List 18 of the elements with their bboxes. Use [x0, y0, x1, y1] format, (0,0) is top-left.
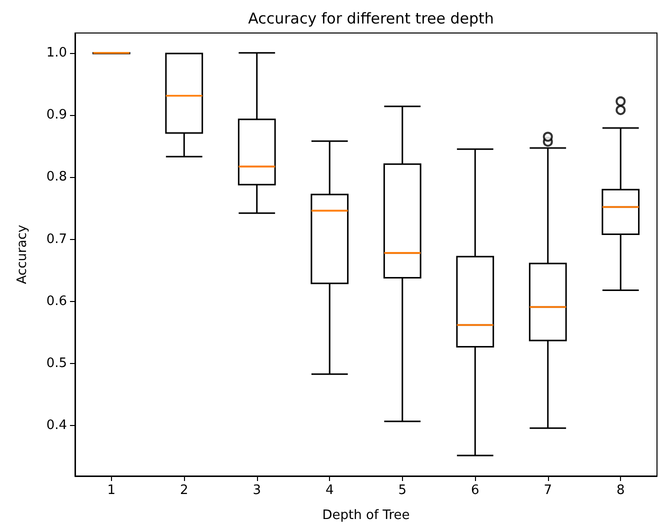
- x-tick-label: 3: [252, 483, 262, 498]
- y-axis-title: Accuracy: [15, 224, 30, 284]
- x-tick-label: 7: [544, 483, 552, 498]
- y-tick-label: 1.0: [46, 45, 67, 60]
- x-axis-title: Depth of Tree: [322, 508, 410, 523]
- x-tick-label: 1: [107, 483, 116, 498]
- x-tick-label: 4: [325, 483, 334, 498]
- x-tick-label: 5: [398, 483, 407, 498]
- chart-title: Accuracy for different tree depth: [248, 10, 494, 28]
- y-tick-label: 0.4: [46, 418, 67, 434]
- y-tick-label: 0.6: [46, 294, 67, 309]
- y-tick-label: 0.5: [46, 356, 67, 372]
- y-tick-label: 0.9: [46, 108, 67, 123]
- x-tick-label: 6: [470, 483, 480, 498]
- x-tick-label: 2: [180, 483, 188, 498]
- x-tick-label: 8: [616, 483, 625, 498]
- y-tick-label: 0.7: [46, 232, 67, 247]
- y-tick-label: 0.8: [46, 170, 67, 185]
